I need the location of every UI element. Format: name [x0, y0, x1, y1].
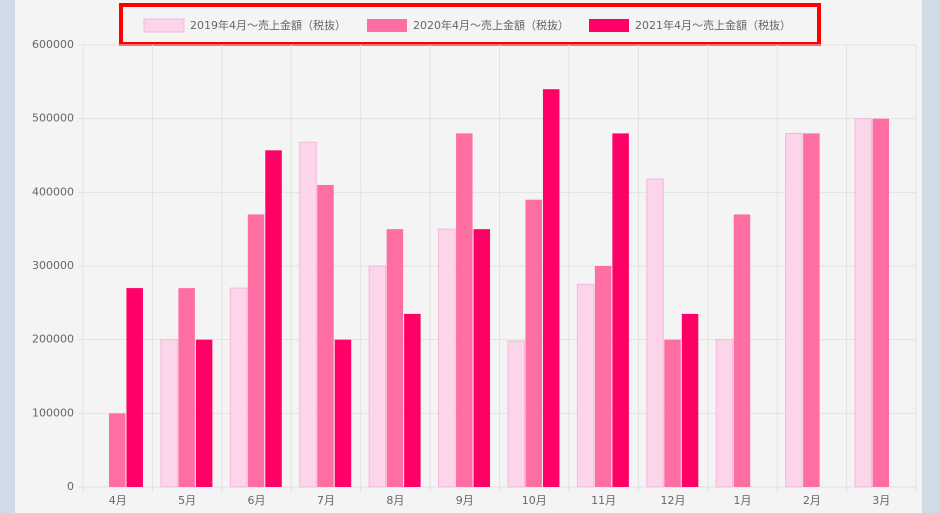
legend-swatch	[589, 19, 629, 32]
bar	[872, 118, 890, 488]
legend-label: 2020年4月〜売上金額（税抜）	[413, 18, 569, 32]
bar	[265, 150, 282, 488]
bar	[317, 184, 334, 487]
bar	[733, 214, 751, 487]
bar	[507, 340, 525, 488]
y-tick-label: 200000	[32, 333, 74, 346]
bar	[854, 118, 873, 488]
bar	[160, 339, 178, 488]
bar	[195, 339, 213, 487]
bar	[473, 229, 491, 487]
bar	[108, 413, 126, 487]
bar	[542, 89, 560, 487]
highlight-box	[119, 3, 821, 46]
bar	[646, 178, 664, 488]
x-tick-label: 4月	[109, 494, 127, 507]
bar	[681, 313, 699, 487]
bar	[229, 287, 248, 488]
bar	[576, 283, 595, 488]
x-tick-label: 6月	[248, 494, 266, 507]
bar	[525, 199, 542, 487]
bar	[438, 228, 456, 488]
bar	[785, 132, 803, 488]
x-tick-label: 8月	[386, 494, 404, 507]
x-tick-label: 2月	[803, 494, 821, 507]
y-tick-label: 500000	[32, 112, 74, 125]
bar	[803, 133, 820, 487]
legend-swatch	[367, 19, 407, 32]
bar	[178, 288, 195, 487]
x-tick-label: 9月	[456, 494, 474, 507]
bar	[404, 313, 421, 487]
bar	[715, 339, 734, 488]
bar	[594, 266, 612, 487]
x-tick-label: 3月	[872, 494, 890, 507]
bar	[456, 133, 473, 487]
legend-label: 2019年4月〜売上金額（税抜）	[190, 18, 346, 32]
bar	[334, 339, 352, 487]
bar	[299, 141, 317, 488]
y-tick-label: 0	[67, 480, 74, 493]
x-tick-label: 12月	[661, 494, 686, 507]
y-tick-label: 300000	[32, 259, 74, 272]
bar	[126, 288, 143, 487]
bar	[612, 133, 629, 487]
bar	[664, 339, 681, 487]
bar	[247, 214, 265, 487]
x-tick-label: 1月	[733, 494, 751, 507]
y-tick-label: 100000	[32, 406, 74, 419]
y-tick-label: 600000	[32, 38, 74, 51]
bar	[386, 229, 404, 487]
legend-label: 2021年4月〜売上金額（税抜）	[635, 18, 791, 32]
y-tick-label: 400000	[32, 185, 74, 198]
bar	[368, 265, 387, 488]
x-tick-label: 7月	[317, 494, 335, 507]
x-tick-label: 5月	[178, 494, 196, 507]
x-tick-label: 10月	[522, 494, 547, 507]
x-tick-label: 11月	[591, 494, 616, 507]
legend-swatch	[143, 18, 185, 33]
